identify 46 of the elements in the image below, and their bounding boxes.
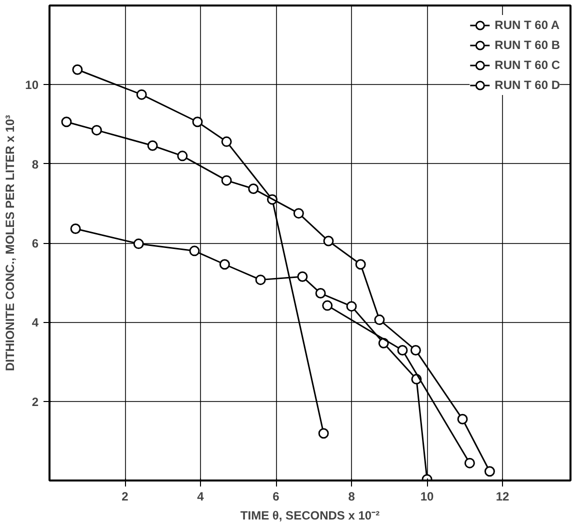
point [315, 288, 326, 299]
point [91, 124, 102, 136]
point [464, 458, 475, 468]
y-tick-label: 8 [32, 157, 39, 172]
point [323, 236, 334, 246]
y-tick-label: 6 [32, 236, 39, 250]
legend-label: RUN T 60 C [494, 58, 560, 72]
point [221, 136, 232, 147]
point [221, 175, 232, 186]
point [70, 224, 81, 234]
point [133, 238, 144, 250]
y-tick-label: 10 [25, 78, 39, 92]
point [255, 274, 266, 286]
x-tick-label: 2 [122, 490, 129, 504]
point [189, 246, 200, 256]
x-tick-label: 10 [420, 490, 434, 504]
x-tick-label: 8 [348, 490, 356, 504]
point [457, 414, 468, 424]
point [410, 345, 421, 356]
legend-label: RUN T 60 D [494, 78, 560, 92]
point [192, 116, 203, 128]
x-tick-label: 4 [197, 490, 204, 504]
point [147, 140, 158, 151]
point [397, 345, 408, 356]
point [346, 301, 357, 312]
y-tick-label: 2 [32, 394, 39, 409]
x-tick-label: 6 [272, 490, 280, 504]
point [355, 259, 366, 270]
point [293, 208, 304, 219]
point [374, 314, 385, 326]
point [484, 466, 495, 477]
y-tick-label: 4 [32, 316, 39, 330]
x-tick-label: 12 [496, 490, 510, 504]
point [177, 150, 188, 162]
point [72, 64, 83, 75]
point [248, 184, 259, 194]
x-axis-title: TIME θ, SECONDS x 10⁻² [240, 508, 380, 522]
point [297, 271, 308, 282]
point [219, 259, 230, 270]
point [61, 116, 72, 128]
point [322, 300, 333, 311]
y-axis-title: DITHIONITE CONC., MOLES PER LITER x 10³ [3, 114, 18, 372]
point [318, 428, 329, 439]
legend-label: RUN T 60 A [494, 18, 560, 32]
point [136, 89, 147, 100]
legend-label: RUN T 60 B [494, 38, 560, 52]
